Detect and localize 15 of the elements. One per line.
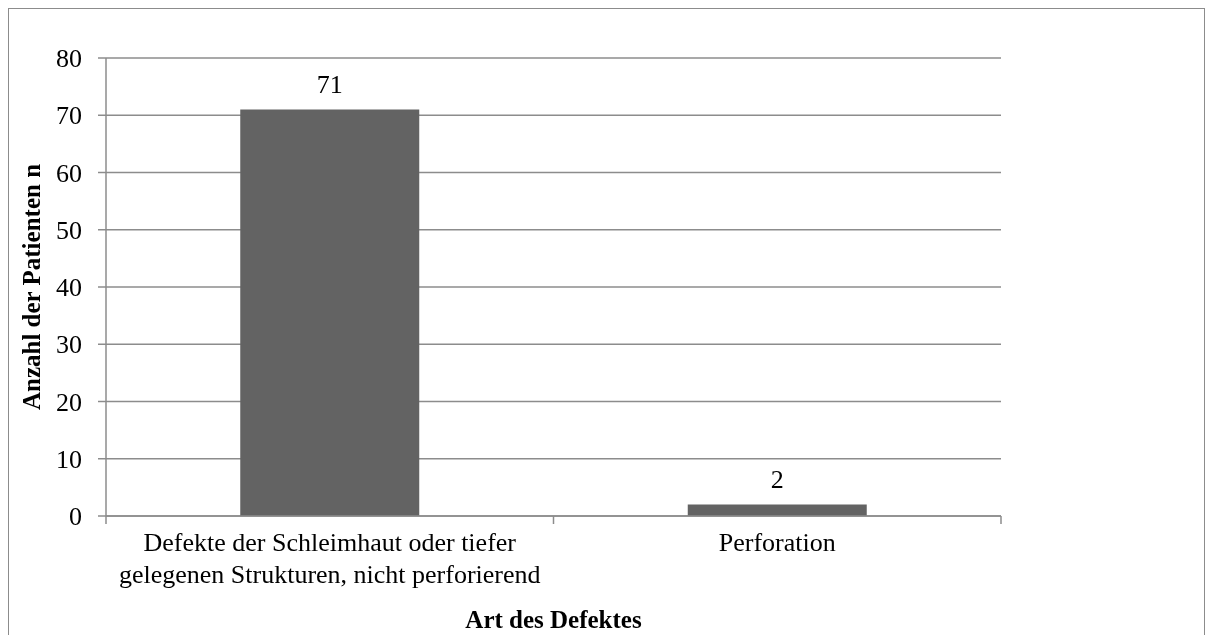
- data-label: 2: [770, 464, 784, 494]
- x-tick-label: Defekte der Schleimhaut oder tiefer gelegenen Strukturen, nicht perforierend: [118, 528, 541, 589]
- y-tick-label: 50: [56, 215, 82, 245]
- y-tick-label: 20: [56, 387, 82, 417]
- x-axis-title: Art des Defektes: [465, 606, 642, 633]
- y-tick-label: 10: [56, 444, 82, 474]
- y-tick-label: 30: [56, 330, 82, 360]
- y-tick-label: 60: [56, 158, 82, 188]
- x-tick-label: Perforation: [718, 528, 836, 558]
- y-tick-label: 0: [69, 502, 82, 532]
- y-tick-label: 80: [56, 44, 82, 74]
- y-axis-title: Anzahl der Patienten n: [17, 163, 45, 411]
- y-tick-label: 40: [56, 273, 82, 303]
- y-tick-label: 70: [56, 101, 82, 131]
- data-label: 71: [316, 69, 343, 99]
